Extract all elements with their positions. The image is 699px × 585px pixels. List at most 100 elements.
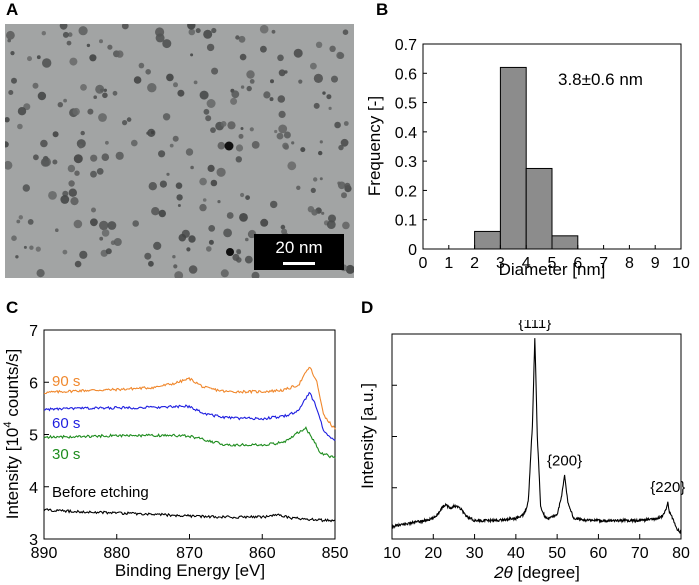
nanoparticle — [188, 265, 198, 274]
nanoparticle — [16, 219, 21, 224]
nanoparticle — [36, 269, 45, 278]
histogram-y-ticks: 0 0.1 0.2 0.3 0.4 0.5 0.6 0.7 — [395, 37, 427, 259]
nanoparticle — [206, 43, 215, 52]
nanoparticle — [17, 123, 23, 130]
nanoparticle — [99, 236, 104, 241]
nanoparticle — [87, 108, 94, 115]
xps-x-tick-label: 850 — [322, 545, 349, 562]
xrd-x-tick-label: 60 — [590, 545, 608, 562]
xps-y-label-sup: 4 — [2, 421, 14, 427]
xps-y-tick-label: 4 — [29, 480, 38, 497]
nanoparticle — [210, 127, 216, 133]
xps-x-ticks: 890 880 870 860 850 — [31, 534, 349, 562]
xrd-x-tick-label: 40 — [507, 545, 525, 562]
xps-x-tick-label: 860 — [249, 545, 276, 562]
nanoparticle — [148, 260, 154, 267]
nanoparticle — [101, 153, 110, 161]
histogram-y-tick-label: 0.7 — [395, 37, 417, 54]
nanoparticle — [328, 106, 332, 110]
nanoparticle — [63, 98, 67, 103]
nanoparticle — [293, 48, 303, 58]
nanoparticle — [240, 127, 244, 130]
nanoparticle — [27, 219, 34, 225]
nanoparticle — [313, 177, 318, 182]
nanoparticle — [159, 180, 167, 188]
nanoparticle — [244, 255, 253, 264]
nanoparticle — [107, 44, 113, 50]
xrd-x-tick-label: 30 — [466, 545, 484, 562]
xrd-y-ticks — [392, 384, 397, 489]
nanoparticle — [322, 91, 326, 95]
nanoparticle — [211, 27, 217, 34]
nanoparticle — [177, 204, 181, 207]
nanoparticle — [343, 121, 349, 126]
panel-letter-a: A — [6, 0, 19, 19]
xps-label-60s: 60 s — [52, 415, 80, 432]
nanoparticle — [190, 53, 194, 57]
nanoparticle — [238, 35, 246, 43]
histogram-chart: 0 1 2 3 4 5 6 7 8 9 10 00.10.20.30.40.50.60.7 3.8±… — [365, 37, 690, 279]
histogram-bar — [525, 167, 553, 250]
nanoparticle — [210, 179, 218, 187]
nanoparticle — [68, 180, 75, 187]
nanoparticle — [105, 248, 112, 255]
nanoparticle — [310, 62, 317, 70]
nanoparticle — [240, 192, 245, 198]
nanoparticle — [57, 102, 63, 108]
nanoparticle — [72, 107, 80, 116]
nanoparticle — [203, 29, 213, 39]
nanoparticle — [269, 97, 274, 102]
nanoparticle — [146, 131, 150, 135]
nanoparticle — [172, 255, 176, 259]
nanoparticle — [6, 30, 15, 40]
nanoparticle — [172, 135, 179, 142]
nanoparticle — [226, 248, 234, 256]
nanoparticle — [155, 27, 165, 37]
nanoparticle — [199, 203, 207, 212]
xps-series-line — [43, 366, 336, 430]
xps-y-label-suffix: counts/s] — [3, 349, 22, 422]
xps-chart: 890 880 870 860 850 3 4 5 6 7 90 s 60 s 30 s Bef… — [2, 323, 349, 580]
nanoparticle — [220, 269, 229, 278]
nanoparticle — [240, 85, 245, 89]
histogram-bar — [499, 66, 527, 250]
nanoparticle — [236, 249, 242, 255]
nanoparticle — [280, 224, 286, 230]
nanoparticle — [224, 141, 234, 151]
nanoparticle — [287, 161, 297, 171]
nanoparticle — [217, 200, 221, 204]
nanoparticle — [115, 151, 124, 160]
nanoparticle — [126, 117, 132, 122]
nanoparticle — [319, 177, 323, 181]
nanoparticle — [151, 207, 160, 216]
nanoparticle — [11, 235, 17, 241]
histogram-bar — [551, 235, 579, 250]
nanoparticle — [102, 92, 108, 99]
nanoparticle — [166, 73, 174, 82]
nanoparticle — [326, 94, 332, 100]
xrd-series-line — [391, 338, 682, 535]
nanoparticle — [298, 79, 303, 84]
nanoparticle — [239, 213, 248, 222]
nanoparticle — [138, 62, 145, 69]
xps-x-tick-label: 880 — [103, 545, 130, 562]
nanoparticle — [166, 172, 170, 176]
nanoparticle — [35, 246, 41, 252]
nanoparticle — [271, 29, 276, 34]
nanoparticle — [195, 28, 201, 34]
nanoparticle — [37, 91, 47, 101]
nanoparticle — [162, 39, 172, 49]
nanoparticle — [8, 90, 14, 95]
histogram-y-tick-label: 0.1 — [395, 213, 417, 230]
histogram-y-tick-label: 0.4 — [395, 125, 417, 142]
nanoparticle — [176, 194, 183, 201]
nanoparticle — [40, 158, 50, 167]
nanoparticle — [313, 73, 323, 83]
nanoparticle — [331, 75, 338, 83]
nanoparticle — [86, 43, 91, 48]
nanoparticle — [91, 207, 96, 213]
nanoparticle — [147, 83, 157, 93]
nanoparticle — [185, 148, 194, 156]
nanoparticle — [291, 141, 295, 145]
nanoparticle — [122, 120, 128, 126]
